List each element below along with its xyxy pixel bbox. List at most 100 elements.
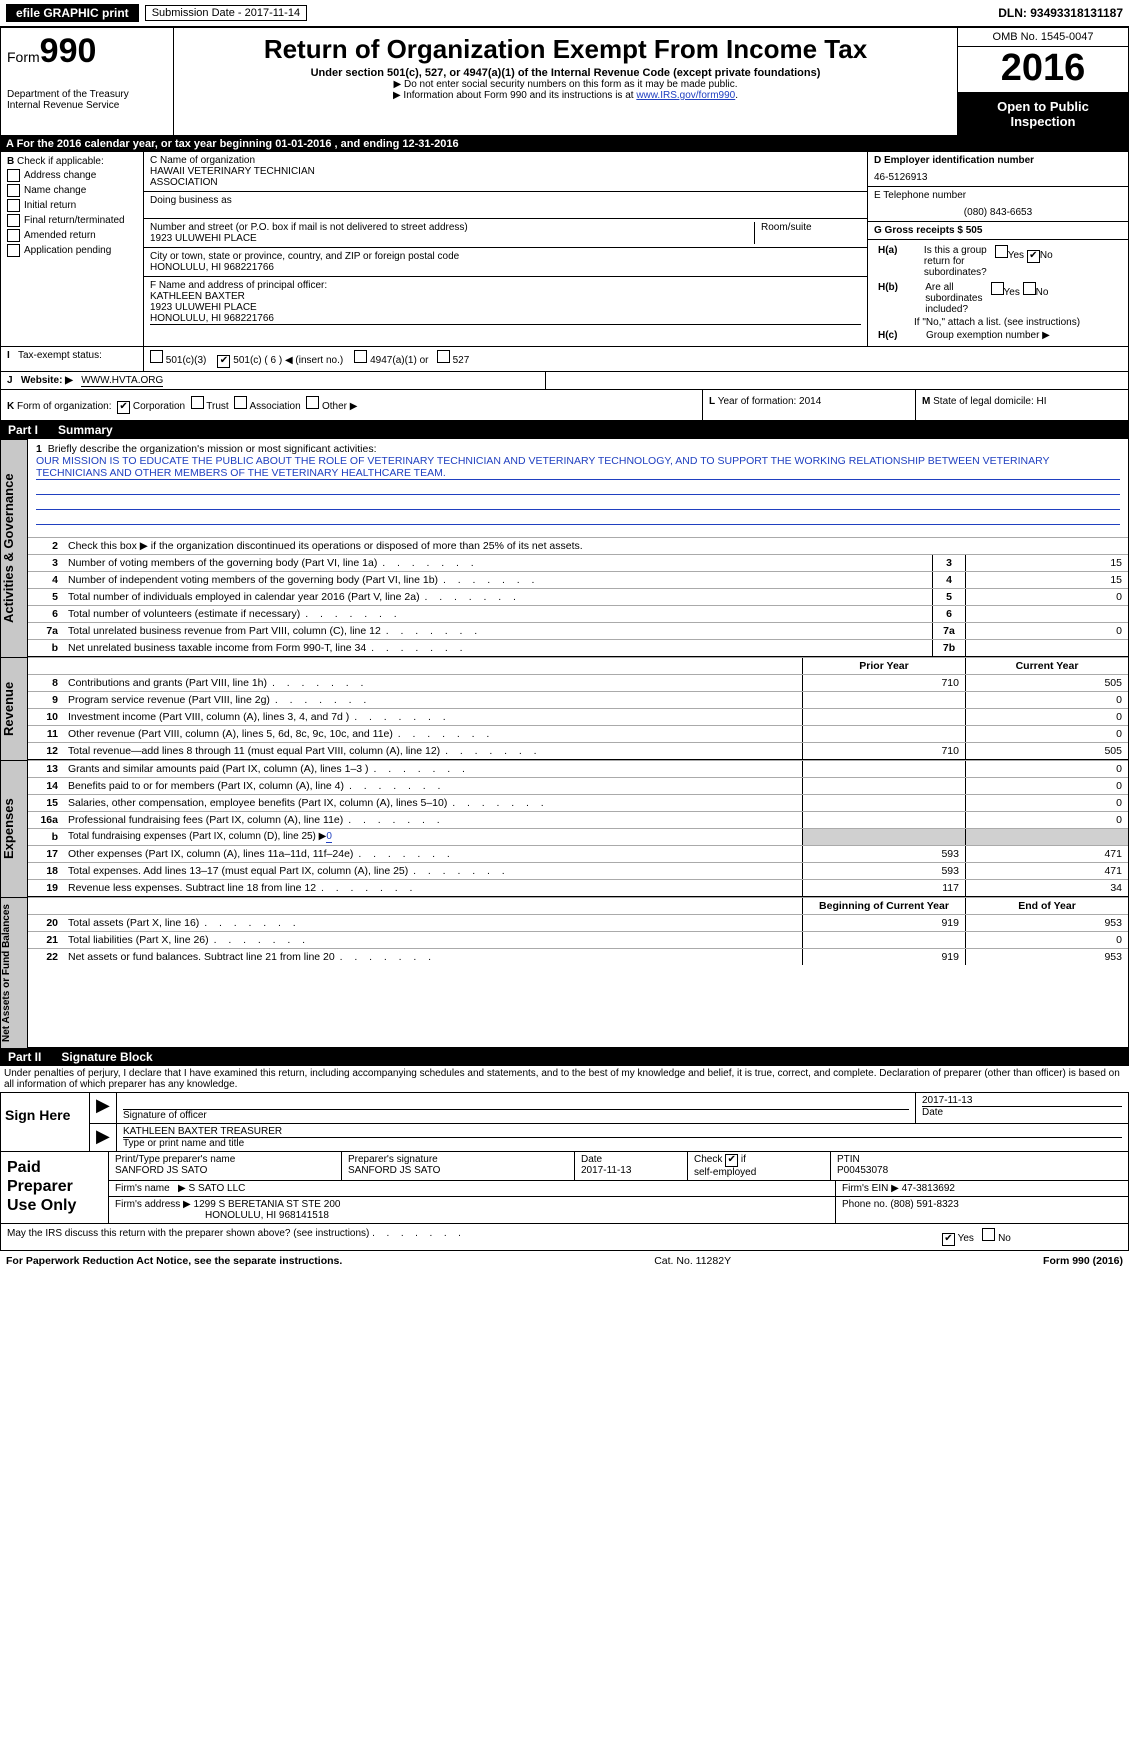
street-value: 1923 ULUWEHI PLACE bbox=[150, 233, 748, 244]
mission-blank-1 bbox=[36, 480, 1120, 495]
row-prior bbox=[802, 778, 965, 794]
chk-other[interactable] bbox=[306, 396, 319, 409]
row-text: Number of independent voting members of … bbox=[64, 572, 932, 588]
lbl-final-return: Final return/terminated bbox=[24, 215, 125, 226]
row-num: 21 bbox=[28, 932, 64, 948]
chk-discuss-no[interactable] bbox=[982, 1228, 995, 1241]
chk-name-change[interactable] bbox=[7, 184, 20, 197]
chk-app-pending[interactable] bbox=[7, 244, 20, 257]
org-name-1: HAWAII VETERINARY TECHNICIAN bbox=[150, 166, 861, 177]
row-num: 11 bbox=[28, 726, 64, 742]
row-num: b bbox=[28, 640, 64, 656]
type-name-label: Type or print name and title bbox=[123, 1138, 1122, 1149]
part2-title: Signature Block bbox=[61, 1050, 152, 1064]
chk-501c[interactable]: ✔ bbox=[217, 355, 230, 368]
hb-question: Are all subordinates included? bbox=[921, 280, 986, 317]
row-current: 0 bbox=[965, 692, 1128, 708]
phone-label: E Telephone number bbox=[874, 190, 1122, 201]
row-value: 15 bbox=[965, 572, 1128, 588]
chk-hb-no[interactable] bbox=[1023, 282, 1036, 295]
row-box: 7a bbox=[932, 623, 965, 639]
city-value: HONOLULU, HI 968221766 bbox=[150, 262, 861, 273]
chk-final-return[interactable] bbox=[7, 214, 20, 227]
form-header: Form990 Department of the Treasury Inter… bbox=[0, 27, 1129, 136]
chk-4947[interactable] bbox=[354, 350, 367, 363]
sign-here-label: Sign Here bbox=[1, 1093, 90, 1151]
row-prior: 117 bbox=[802, 880, 965, 896]
row-text: Professional fundraising fees (Part IX, … bbox=[64, 812, 802, 828]
firm-phone-label: Phone no. bbox=[842, 1199, 888, 1210]
hb-no: No bbox=[1036, 287, 1049, 298]
officer-label: F Name and address of principal officer: bbox=[150, 280, 861, 291]
firm-addr-1: 1299 S BERETANIA ST STE 200 bbox=[194, 1199, 341, 1210]
row-text: Revenue less expenses. Subtract line 18 … bbox=[64, 880, 802, 896]
row-num: 20 bbox=[28, 915, 64, 931]
chk-ha-no[interactable]: ✔ bbox=[1027, 250, 1040, 263]
row-current: 471 bbox=[965, 846, 1128, 862]
chk-501c3[interactable] bbox=[150, 350, 163, 363]
row-text: Total liabilities (Part X, line 26) bbox=[64, 932, 802, 948]
chk-527[interactable] bbox=[437, 350, 450, 363]
expenses-section: Expenses 13 Grants and similar amounts p… bbox=[0, 760, 1129, 897]
chk-initial-return[interactable] bbox=[7, 199, 20, 212]
part1-label: Part I bbox=[8, 423, 38, 437]
gross-receipts: G Gross receipts $ 505 bbox=[874, 225, 982, 236]
chk-hb-yes[interactable] bbox=[991, 282, 1004, 295]
open-public-1: Open to Public bbox=[997, 99, 1089, 114]
chk-self-employed[interactable]: ✔ bbox=[725, 1154, 738, 1167]
row-box: 3 bbox=[932, 555, 965, 571]
row-num: 16a bbox=[28, 812, 64, 828]
row-text: Grants and similar amounts paid (Part IX… bbox=[64, 761, 802, 777]
row-num: 19 bbox=[28, 880, 64, 896]
m-label: M bbox=[922, 396, 930, 407]
firm-addr-label: Firm's address ▶ bbox=[115, 1199, 191, 1210]
row-current: 0 bbox=[965, 932, 1128, 948]
firm-ein: 47-3813692 bbox=[902, 1183, 955, 1194]
firm-name: S SATO LLC bbox=[189, 1183, 246, 1194]
row-box: 6 bbox=[932, 606, 965, 622]
page-footer: For Paperwork Reduction Act Notice, see … bbox=[0, 1251, 1129, 1271]
opt-501c: 501(c) ( 6 ) ◀ (insert no.) bbox=[233, 355, 343, 366]
i-label: I bbox=[7, 350, 10, 361]
form-subtitle: Under section 501(c), 527, or 4947(a)(1)… bbox=[182, 67, 949, 79]
irs-label: Internal Revenue Service bbox=[7, 100, 167, 111]
org-name-2: ASSOCIATION bbox=[150, 177, 861, 188]
irs-link[interactable]: www.IRS.gov/form990 bbox=[636, 90, 735, 101]
l1-num: 1 bbox=[36, 443, 42, 455]
row-box: 4 bbox=[932, 572, 965, 588]
row-num: 6 bbox=[28, 606, 64, 622]
firm-addr-2: HONOLULU, HI 968141518 bbox=[115, 1210, 829, 1221]
row-num: 22 bbox=[28, 949, 64, 965]
hdr-current-year: Current Year bbox=[965, 658, 1128, 674]
firm-name-label: Firm's name bbox=[115, 1183, 170, 1194]
chk-trust[interactable] bbox=[191, 396, 204, 409]
dots-icon bbox=[372, 1228, 463, 1239]
k-text: Form of organization: bbox=[17, 401, 112, 412]
efile-print-button[interactable]: efile GRAPHIC print bbox=[6, 4, 139, 22]
row-current: 0 bbox=[965, 709, 1128, 725]
footer-form-ref: Form 990 (2016) bbox=[1043, 1255, 1123, 1267]
l16b-curr-grey bbox=[965, 829, 1128, 845]
omb-number: OMB No. 1545-0047 bbox=[958, 28, 1128, 47]
tab-expenses: Expenses bbox=[0, 760, 28, 897]
l1-label: Briefly describe the organization's miss… bbox=[48, 443, 377, 455]
dln: DLN: 93493318131187 bbox=[998, 6, 1123, 20]
chk-corp[interactable]: ✔ bbox=[117, 401, 130, 414]
part2-header: Part II Signature Block bbox=[0, 1048, 1129, 1066]
if-label: if bbox=[741, 1154, 746, 1165]
row-text: Total expenses. Add lines 13–17 (must eq… bbox=[64, 863, 802, 879]
chk-assoc[interactable] bbox=[234, 396, 247, 409]
chk-amended[interactable] bbox=[7, 229, 20, 242]
chk-ha-yes[interactable] bbox=[995, 245, 1008, 258]
prep-name: SANFORD JS SATO bbox=[115, 1165, 335, 1176]
k-label: K bbox=[7, 401, 14, 412]
row-current: 471 bbox=[965, 863, 1128, 879]
note-info-pre: Information about Form 990 and its instr… bbox=[403, 90, 636, 101]
hdr-end-year: End of Year bbox=[965, 898, 1128, 914]
phone-value: (080) 843-6653 bbox=[874, 207, 1122, 218]
chk-discuss-yes[interactable]: ✔ bbox=[942, 1233, 955, 1246]
row-current: 0 bbox=[965, 812, 1128, 828]
chk-address-change[interactable] bbox=[7, 169, 20, 182]
opt-trust: Trust bbox=[206, 401, 228, 412]
j-text: Website: ▶ bbox=[21, 375, 73, 386]
